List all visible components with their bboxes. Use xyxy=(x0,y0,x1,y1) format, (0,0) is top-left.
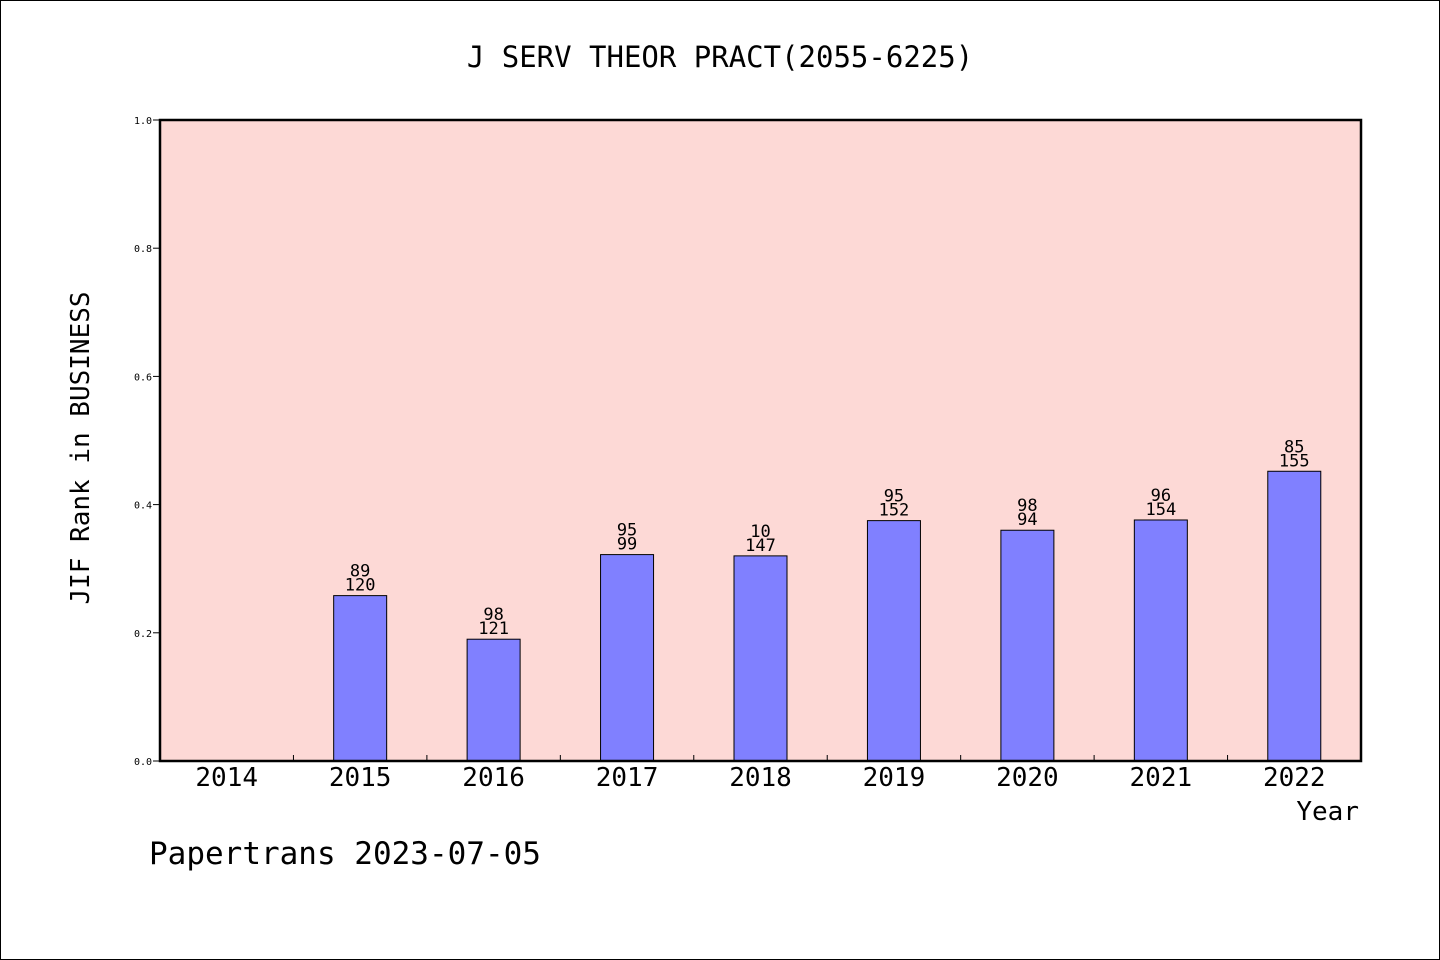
x-tick-label: 2018 xyxy=(729,763,792,793)
bar-label-top: 98 xyxy=(483,605,503,625)
bar-label-top: 89 xyxy=(350,562,370,582)
bar-series xyxy=(333,470,1322,762)
x-tick-label: 2014 xyxy=(195,763,258,793)
bar-2019 xyxy=(866,520,921,762)
bar-2017 xyxy=(600,554,655,762)
plot-frame xyxy=(158,118,1363,763)
y-tick-label: 1.0 xyxy=(134,116,152,127)
chart-title: J SERV THEOR PRACT(2055-6225) xyxy=(467,40,973,74)
bar-label-bottom: 155 xyxy=(1279,451,1310,471)
x-tick-label: 2021 xyxy=(1130,763,1193,793)
x-tick-label: 2019 xyxy=(863,763,926,793)
bar-label-bottom: 147 xyxy=(745,536,776,556)
y-tick-label: 0.4 xyxy=(134,501,152,512)
bar-2016 xyxy=(466,638,521,762)
x-tick-label: 2020 xyxy=(996,763,1059,793)
bar-label-top: 98 xyxy=(1017,496,1037,516)
y-tick-label: 0.8 xyxy=(134,244,152,255)
x-tick-label: 2017 xyxy=(596,763,659,793)
x-tick-label: 2022 xyxy=(1263,763,1326,793)
bar-2018 xyxy=(733,555,788,762)
bar-2015 xyxy=(333,595,388,762)
x-tick-label: 2016 xyxy=(462,763,525,793)
x-axis: 2014 2015 2016 2017 2018 2019 2020 2021 2022 xyxy=(195,755,1326,793)
y-tick-label: 0.2 xyxy=(134,629,152,640)
bar-label-bottom: 99 xyxy=(617,535,637,555)
bar-2021 xyxy=(1133,519,1188,762)
bar-label-top: 95 xyxy=(617,521,637,541)
bar-label-top: 96 xyxy=(1151,486,1171,506)
bar-label-top: 95 xyxy=(884,487,904,507)
footer-credit: Papertrans 2023-07-05 xyxy=(149,836,541,872)
bar-label-bottom: 94 xyxy=(1017,510,1037,530)
bar-label-bottom: 121 xyxy=(478,619,509,639)
y-tick-label: 0.6 xyxy=(134,372,152,383)
bar-2020 xyxy=(1000,529,1055,762)
bar-2022 xyxy=(1267,470,1322,762)
bar-label-bottom: 154 xyxy=(1145,500,1176,520)
bar-label-bottom: 120 xyxy=(345,576,376,596)
x-axis-label: Year xyxy=(1296,797,1359,827)
y-tick-label: 0.0 xyxy=(134,757,152,768)
bar-label-top: 85 xyxy=(1284,437,1304,457)
x-tick-label: 2015 xyxy=(329,763,392,793)
bar-label-top: 10 xyxy=(750,522,770,542)
y-axis-label: JIF Rank in BUSINESS xyxy=(66,291,96,604)
bar-label-bottom: 152 xyxy=(879,501,910,521)
